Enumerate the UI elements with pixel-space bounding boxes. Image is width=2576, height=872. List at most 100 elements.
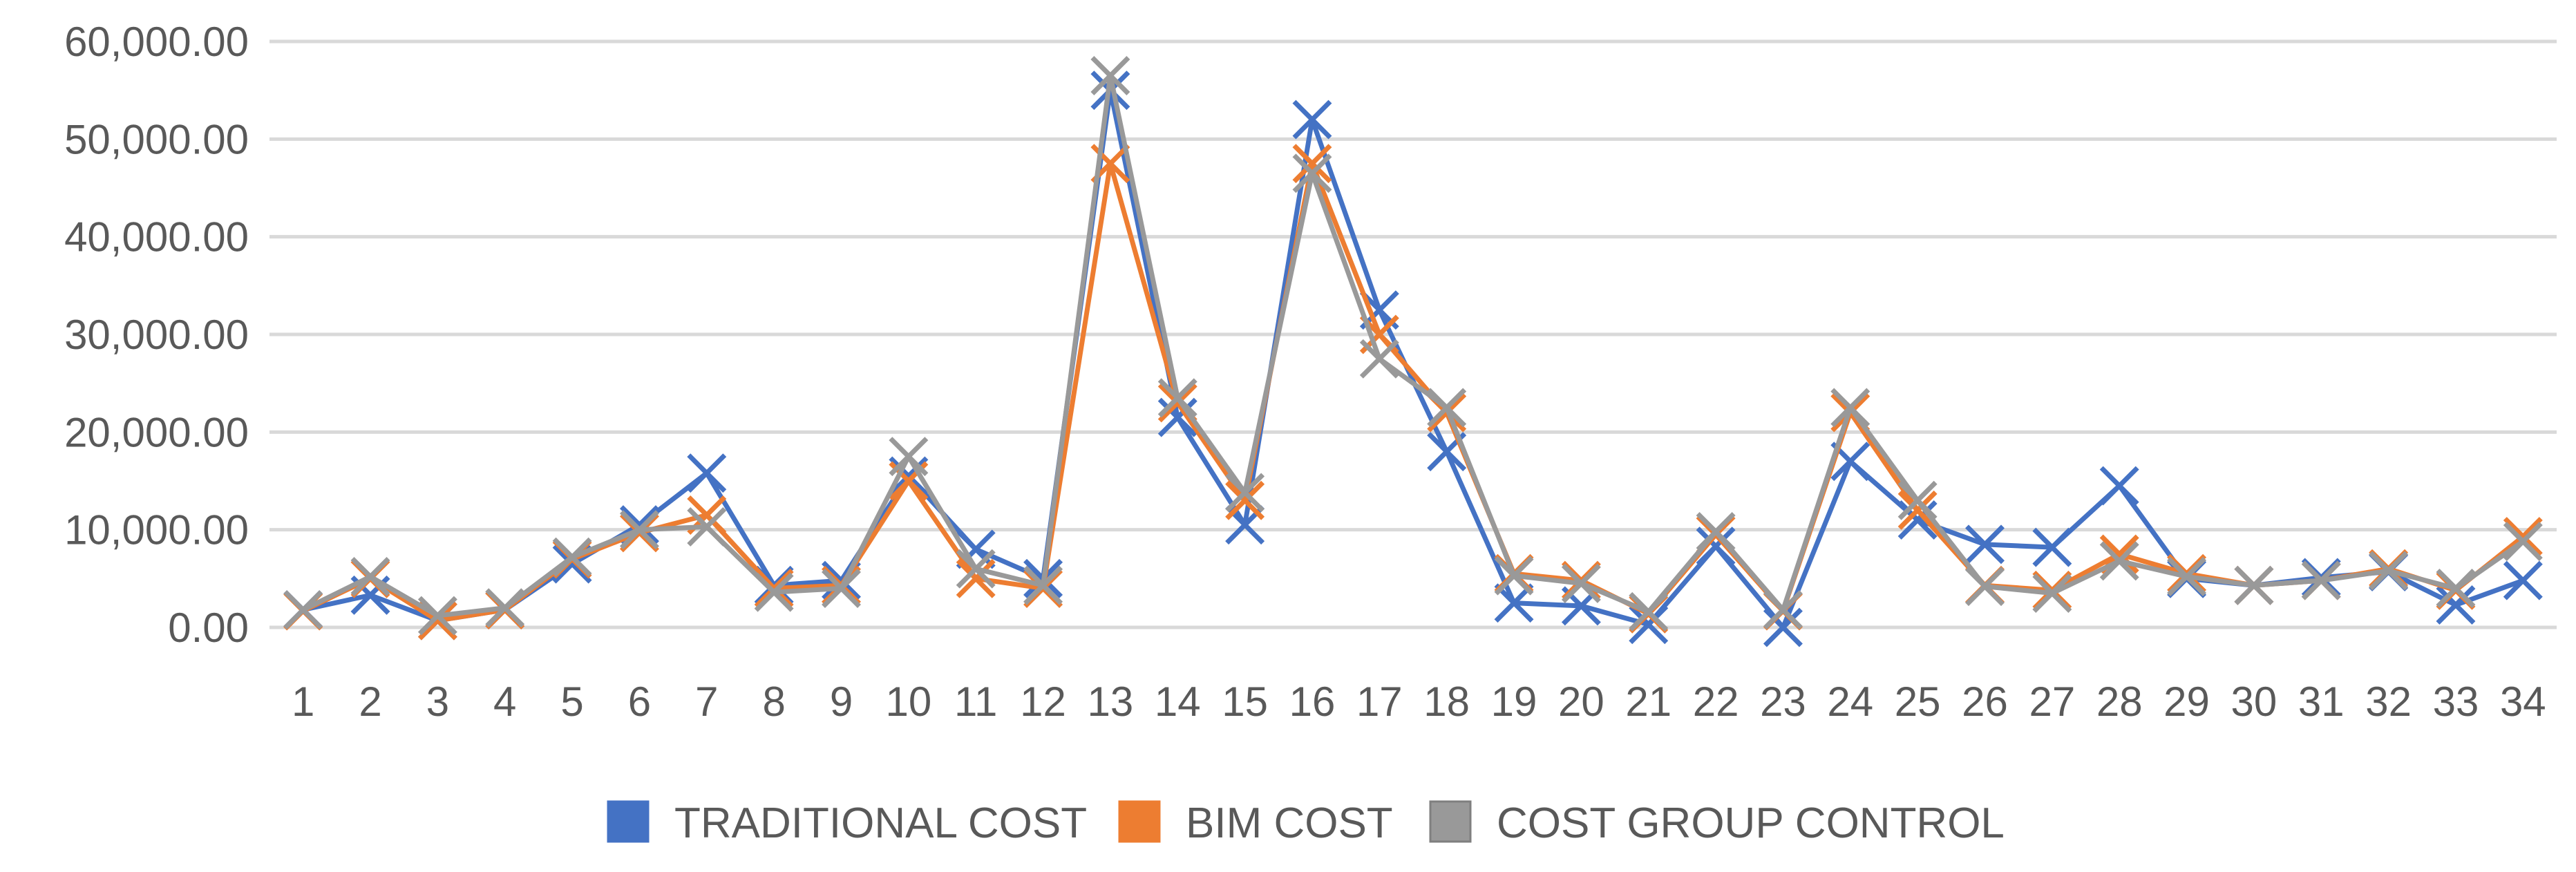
y-axis-tick-labels: 0.00 10,000.00 20,000.00 30,000.00 40,000.00… [64, 19, 249, 651]
x-tick-label: 18 [1423, 679, 1470, 725]
series-line [302, 88, 2524, 630]
x-tick-label: 33 [2433, 679, 2479, 725]
data-point-marker [1965, 524, 2005, 565]
y-tick-label: 10,000.00 [64, 507, 249, 553]
series-line [302, 73, 2525, 618]
data-point-marker [485, 588, 525, 628]
data-point-marker [350, 557, 390, 596]
y-tick-label: 0.00 [168, 605, 249, 651]
data-point-marker [2503, 522, 2543, 562]
x-tick-label: 3 [426, 679, 449, 725]
x-tick-label: 20 [1558, 679, 1604, 725]
data-point-marker [1629, 591, 1669, 632]
series-lines [283, 55, 2543, 647]
data-point-marker [552, 537, 592, 577]
data-point-marker [1965, 567, 2005, 607]
x-tick-label: 14 [1155, 679, 1201, 725]
data-point-marker [1157, 378, 1197, 418]
y-tick-label: 20,000.00 [64, 409, 249, 455]
data-point-marker [687, 506, 727, 547]
data-point-marker [2301, 560, 2341, 600]
data-point-marker [687, 453, 727, 493]
y-tick-label: 50,000.00 [64, 116, 249, 162]
data-point-marker [956, 549, 996, 589]
x-tick-label: 2 [359, 679, 381, 725]
x-tick-label: 1 [292, 679, 314, 725]
x-tick-label: 23 [1760, 679, 1806, 725]
legend-swatch [1118, 800, 1161, 843]
data-point-marker [2032, 527, 2072, 567]
data-point-marker [2032, 574, 2072, 614]
series-line [302, 161, 2525, 623]
y-tick-label: 30,000.00 [64, 312, 249, 358]
legend-swatch [607, 800, 650, 843]
data-point-marker [1359, 339, 1399, 379]
x-tick-label: 7 [695, 679, 718, 725]
data-point-marker [1157, 397, 1197, 437]
data-point-marker [1897, 480, 1938, 520]
data-point-marker [1494, 556, 1534, 596]
x-tick-label: 32 [2365, 679, 2412, 725]
data-point-marker [1561, 563, 1601, 603]
data-point-marker [2099, 466, 2139, 506]
x-tick-label: 28 [2096, 679, 2143, 725]
data-point-marker [754, 572, 794, 612]
data-point-marker [1830, 388, 1871, 428]
data-point-marker [1023, 565, 1063, 605]
data-point-marker [822, 568, 861, 608]
data-point-marker [1763, 590, 1803, 630]
data-point-marker [2436, 568, 2476, 608]
data-point-marker [1897, 490, 1938, 530]
y-tick-label: 60,000.00 [64, 19, 249, 65]
x-tick-label: 11 [954, 679, 997, 725]
data-point-marker [417, 596, 457, 636]
x-tick-label: 34 [2500, 679, 2546, 725]
x-tick-label: 15 [1222, 679, 1268, 725]
x-tick-label: 17 [1356, 679, 1403, 725]
data-point-marker [2369, 551, 2409, 591]
x-tick-label: 31 [2298, 679, 2345, 725]
legend-label: COST GROUP CONTROL [1497, 799, 2005, 847]
data-point-marker [2436, 585, 2476, 625]
x-tick-label: 24 [1827, 679, 1873, 725]
data-point-marker [1897, 500, 1938, 540]
x-tick-label: 26 [1962, 679, 2008, 725]
x-tick-label: 21 [1625, 679, 1671, 725]
x-tick-label: 16 [1289, 679, 1336, 725]
data-point-marker [1696, 512, 1736, 551]
series-cost-group-control [283, 55, 2543, 636]
y-tick-label: 40,000.00 [64, 214, 249, 260]
data-point-marker [2099, 541, 2139, 581]
data-point-marker [889, 437, 929, 477]
x-tick-label: 13 [1088, 679, 1134, 725]
data-point-marker [1292, 144, 1332, 184]
data-point-marker [283, 590, 323, 630]
data-point-marker [754, 568, 794, 608]
x-tick-label: 12 [1020, 679, 1066, 725]
data-point-marker [1696, 527, 1736, 567]
x-tick-label: 6 [628, 679, 651, 725]
x-tick-label: 27 [2029, 679, 2075, 725]
x-tick-label: 5 [560, 679, 583, 725]
x-tick-label: 19 [1491, 679, 1537, 725]
legend-label: TRADITIONAL COST [674, 799, 1087, 847]
data-point-marker [956, 558, 996, 598]
data-point-marker [1090, 55, 1130, 95]
data-point-marker [1225, 473, 1265, 513]
data-point-marker [889, 456, 929, 496]
x-tick-label: 9 [830, 679, 853, 725]
x-tick-label: 30 [2231, 679, 2277, 725]
data-point-marker [2234, 565, 2274, 605]
data-point-marker [1427, 388, 1467, 428]
data-point-marker [1292, 99, 1332, 140]
data-point-marker [619, 510, 659, 550]
x-tick-label: 4 [493, 679, 516, 725]
x-tick-label: 25 [1895, 679, 1941, 725]
data-point-marker [2503, 560, 2543, 600]
data-point-marker [1225, 480, 1265, 520]
x-tick-label: 29 [2163, 679, 2210, 725]
x-axis-tick-labels: 1 2 3 4 5 6 7 8 9 10 11 12 13 14 15 16 17 18 19 20 21 22 23 24 2… [292, 679, 2546, 725]
data-point-marker [1629, 605, 1669, 645]
x-tick-label: 10 [885, 679, 931, 725]
